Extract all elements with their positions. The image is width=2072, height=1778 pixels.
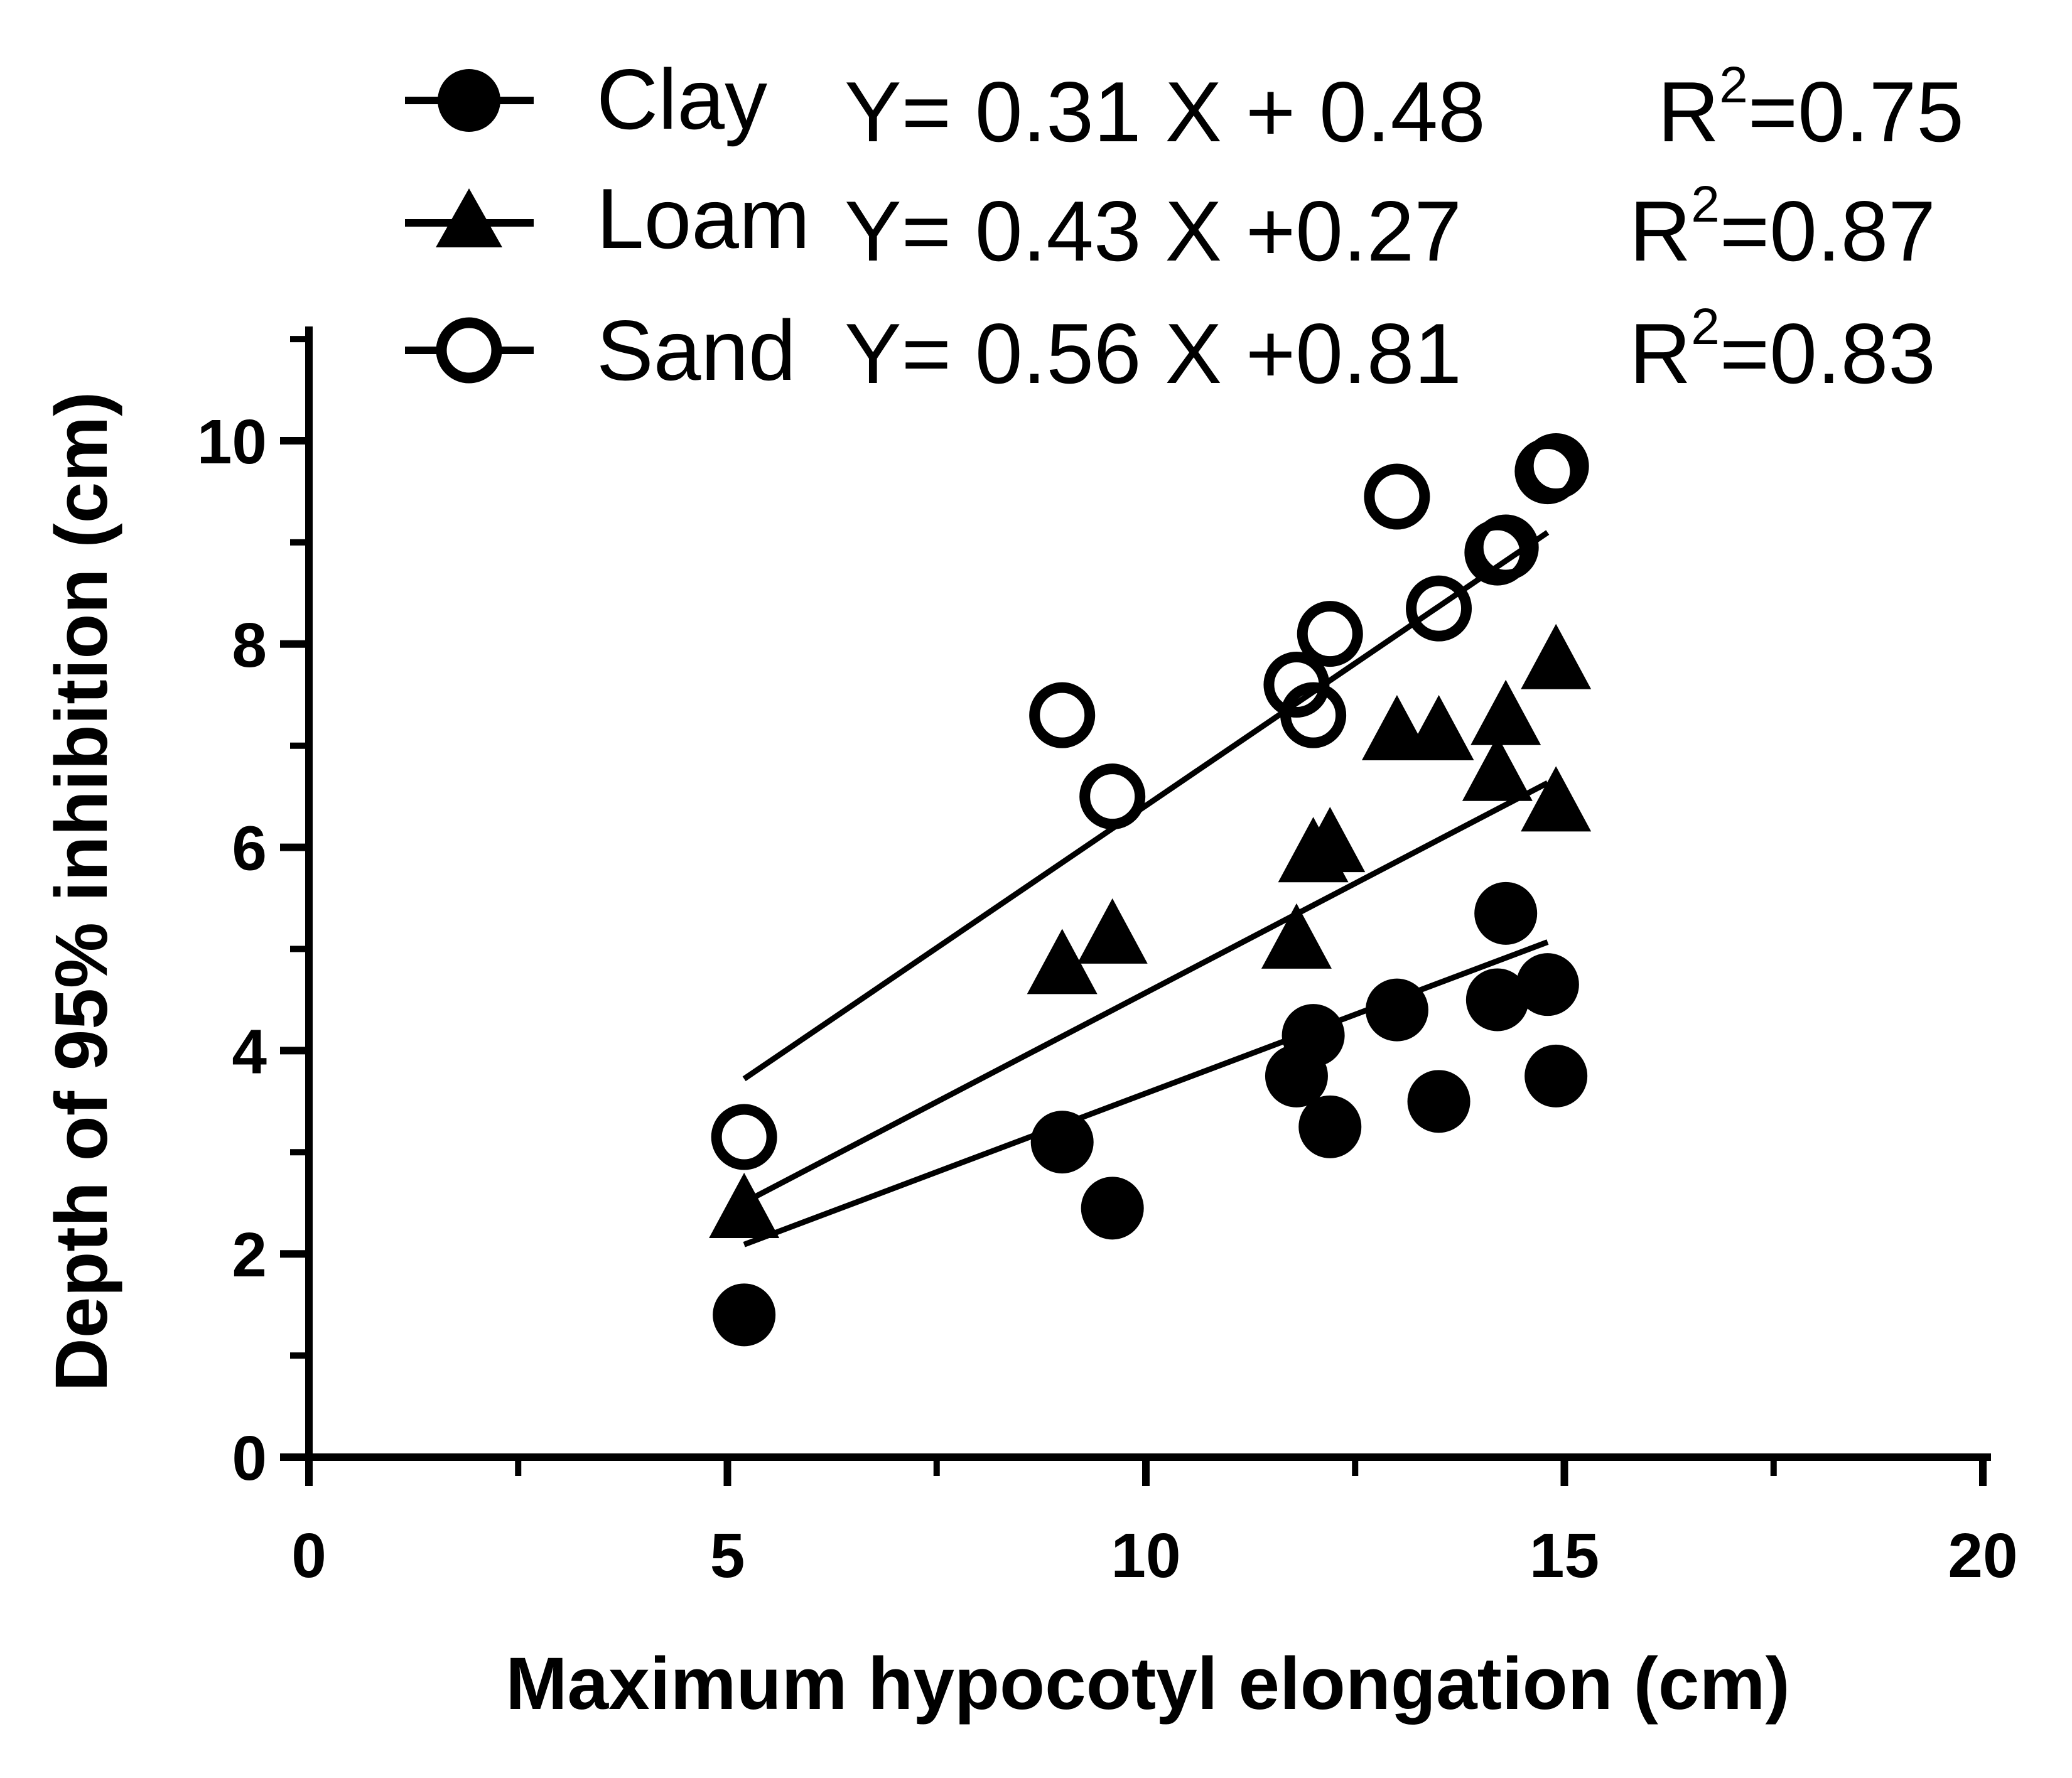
point-sand bbox=[1029, 682, 1096, 748]
legend-r2-sand: R2=0.83 bbox=[1629, 298, 1936, 401]
point-sand bbox=[1472, 514, 1539, 581]
x-tick-label: 10 bbox=[1111, 1521, 1180, 1591]
point-loam bbox=[1077, 898, 1148, 964]
point-clay bbox=[1524, 1044, 1588, 1107]
legend-marker-loam bbox=[436, 188, 502, 247]
x-tick-label: 5 bbox=[710, 1521, 745, 1591]
legend-entry-clay: Clay Y= 0.31 X + 0.48 R2=0.75 bbox=[405, 51, 1964, 159]
point-clay bbox=[1030, 1111, 1094, 1174]
legend-marker-sand bbox=[436, 317, 502, 384]
fit-line-loam bbox=[743, 780, 1549, 1205]
point-clay bbox=[1516, 953, 1579, 1016]
legend-label-sand: Sand bbox=[596, 303, 796, 398]
point-clay bbox=[1282, 1004, 1345, 1067]
point-sand bbox=[711, 1104, 777, 1170]
legend-equation-sand: Y= 0.56 X +0.81 bbox=[844, 306, 1462, 401]
point-clay bbox=[1081, 1177, 1144, 1240]
point-loam bbox=[1295, 807, 1366, 873]
point-loam bbox=[709, 1172, 780, 1238]
legend-label-clay: Clay bbox=[596, 51, 767, 147]
y-tick-label: 4 bbox=[232, 1016, 267, 1087]
point-clay bbox=[1298, 1095, 1362, 1158]
legend-equation-clay: Y= 0.31 X + 0.48 bbox=[844, 64, 1486, 159]
point-sand bbox=[1523, 433, 1589, 499]
data-points bbox=[709, 433, 1592, 1347]
point-loam bbox=[1027, 929, 1098, 994]
legend-r2-clay: R2=0.75 bbox=[1658, 57, 1964, 159]
y-tick-label: 8 bbox=[232, 610, 267, 681]
point-clay bbox=[1407, 1070, 1470, 1133]
point-clay bbox=[1365, 978, 1428, 1042]
y-axis-title: Depth of 95% inhibition (cm) bbox=[40, 392, 123, 1392]
point-loam bbox=[1462, 735, 1533, 801]
legend-equation-loam: Y= 0.43 X +0.27 bbox=[844, 183, 1462, 279]
legend-r2-loam: R2=0.87 bbox=[1629, 176, 1936, 279]
y-tick-label: 2 bbox=[232, 1220, 267, 1290]
point-loam bbox=[1470, 679, 1541, 745]
legend: Clay Y= 0.31 X + 0.48 R2=0.75 Loam Y= 0.… bbox=[405, 51, 1964, 401]
point-clay bbox=[713, 1283, 776, 1347]
ticks: 0 5 10 15 20 0 2 4 6 8 10 bbox=[197, 336, 2018, 1591]
point-loam bbox=[1403, 695, 1474, 761]
y-tick-label: 0 bbox=[232, 1423, 267, 1494]
point-sand bbox=[1406, 575, 1472, 642]
y-tick-label: 10 bbox=[197, 407, 267, 477]
legend-marker-clay bbox=[438, 69, 500, 132]
point-sand bbox=[1364, 463, 1430, 530]
point-clay bbox=[1465, 968, 1529, 1032]
x-tick-label: 20 bbox=[1948, 1521, 2017, 1591]
fit-line-sand bbox=[742, 530, 1550, 1082]
x-tick-label: 0 bbox=[291, 1521, 326, 1591]
legend-label-loam: Loam bbox=[596, 171, 810, 266]
point-sand bbox=[1297, 601, 1363, 667]
legend-entry-sand: Sand Y= 0.56 X +0.81 R2=0.83 bbox=[405, 298, 1936, 401]
point-sand bbox=[1079, 763, 1146, 830]
y-tick-label: 6 bbox=[232, 814, 267, 884]
axes bbox=[305, 326, 1991, 1461]
x-tick-label: 15 bbox=[1530, 1521, 1599, 1591]
point-loam bbox=[1521, 766, 1592, 832]
point-sand bbox=[1280, 682, 1347, 748]
point-loam bbox=[1261, 903, 1332, 969]
legend-entry-loam: Loam Y= 0.43 X +0.27 R2=0.87 bbox=[405, 171, 1936, 279]
point-loam bbox=[1521, 623, 1592, 689]
x-axis-title: Maximum hypocotyl elongation (cm) bbox=[505, 1642, 1790, 1725]
point-clay bbox=[1474, 881, 1538, 945]
